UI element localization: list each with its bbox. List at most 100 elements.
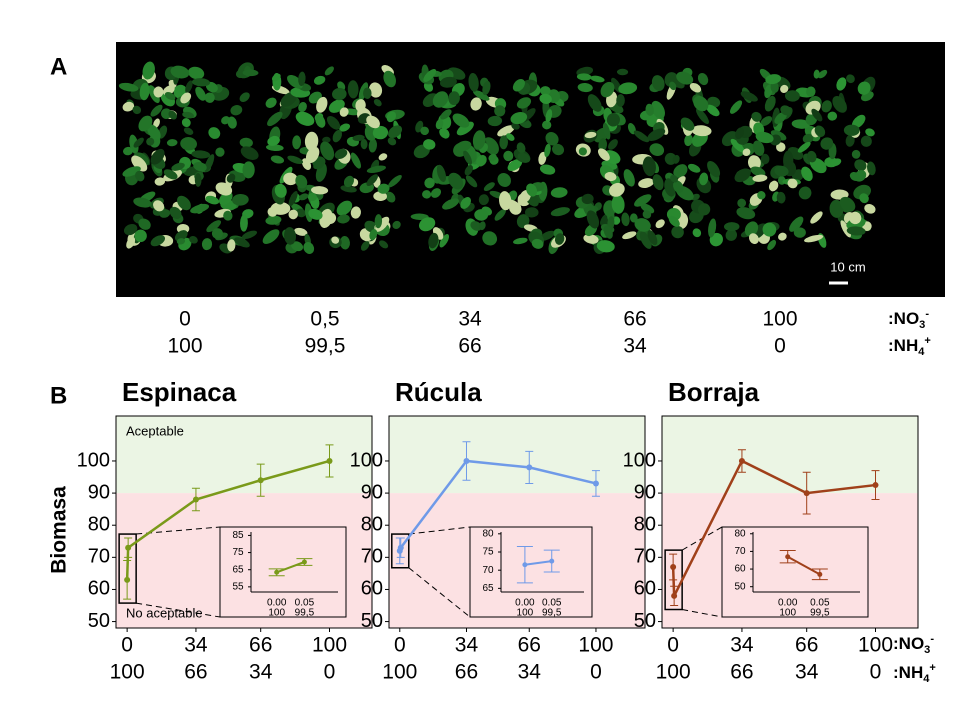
x-tick-label-nh4: 34: [518, 661, 542, 684]
inset-y-tick-label: 65: [482, 583, 494, 594]
point: [738, 457, 745, 464]
inset-y-tick-label: 80: [482, 528, 494, 539]
x-tick-label: 0: [394, 634, 406, 657]
acceptable-band: [389, 416, 645, 494]
ratio-row-label: :NO3-: [888, 308, 929, 331]
label-part: +: [929, 662, 935, 674]
inset-y-tick-label: 65: [232, 564, 244, 575]
label-part: 4: [918, 346, 925, 358]
inset-x-tick-label: 0.05: [810, 598, 830, 609]
nh4-ratio: 0: [774, 335, 786, 358]
inset-line: [524, 560, 552, 566]
scale-bar-label: 10 cm: [830, 259, 865, 274]
x-tick-label-nh4: 0: [590, 661, 602, 684]
inset-y-tick-label: 80: [734, 528, 746, 539]
label-part: :NO: [893, 634, 924, 653]
nh4-ratio: 66: [458, 335, 481, 358]
inset-x-tick-label: 0.00: [267, 598, 287, 609]
label-part: :NH: [888, 336, 918, 355]
point: [592, 480, 599, 487]
ratio-row-label: :NH4+: [893, 662, 936, 685]
inset-x-tick-label: 0.05: [542, 598, 562, 609]
inset-frame: [721, 526, 869, 618]
inset-line: [276, 561, 305, 574]
point: [872, 482, 879, 489]
x-tick-label: 100: [312, 634, 347, 657]
inset-point: [817, 571, 823, 577]
point: [326, 457, 333, 464]
zoom-connector: [682, 609, 723, 618]
plants: [118, 61, 876, 255]
x-tick-label: 0: [121, 634, 133, 657]
zoom-box: [391, 533, 410, 569]
x-tick-label: 34: [455, 634, 479, 657]
y-tick-label: 100: [77, 449, 110, 471]
y-tick-label: 100: [350, 449, 383, 471]
no3-ratio: 34: [458, 308, 482, 331]
y-tick-label: 70: [361, 546, 383, 568]
zoom-box: [118, 533, 137, 604]
panel-label: B: [50, 382, 67, 409]
point: [125, 544, 132, 551]
not-acceptable-band: [662, 493, 918, 628]
point: [463, 457, 470, 464]
inset-x-tick-label: 0.05: [295, 598, 315, 609]
point: [526, 464, 533, 471]
inset-y-tick-label: 85: [232, 530, 244, 541]
point: [803, 490, 810, 497]
label-part: 3: [919, 319, 925, 331]
inset-y-tick-label: 70: [482, 565, 494, 576]
y-tick-label: 80: [361, 513, 383, 535]
x-tick-label-nh4: 100: [382, 661, 417, 684]
plot-frame: [388, 415, 646, 629]
label-part: 4: [923, 673, 930, 685]
point: [257, 477, 264, 484]
y-tick-label: 50: [634, 610, 656, 632]
y-tick-label: 70: [634, 546, 656, 568]
inset-x-tick-label-nh4: 99,5: [295, 608, 315, 619]
x-tick-label-nh4: 66: [184, 661, 207, 684]
inset-x-tick-label-nh4: 99,5: [542, 608, 562, 619]
y-tick-label: 50: [88, 610, 110, 632]
panel-label: A: [50, 53, 67, 80]
plot-frame: [115, 415, 373, 629]
inset-x-tick-label-nh4: 100: [517, 608, 534, 619]
inset-y-tick-label: 75: [232, 547, 244, 558]
inset-y-tick-label: 70: [734, 546, 746, 557]
point: [671, 592, 678, 599]
nh4-ratio: 34: [623, 335, 647, 358]
y-tick-label: 90: [88, 481, 110, 503]
x-tick-label-nh4: 34: [795, 661, 819, 684]
inset-point: [785, 554, 791, 560]
label-part: -: [930, 633, 934, 645]
y-tick-label: 60: [88, 578, 110, 600]
inset-frame: [469, 526, 593, 618]
inset-y-tick-label: 60: [734, 564, 746, 575]
y-tick-label: 80: [634, 513, 656, 535]
chart-title: Rúcula: [395, 377, 482, 407]
inset-y-tick-label: 75: [482, 547, 494, 558]
y-tick-label: 90: [361, 481, 383, 503]
y-tick-label: 60: [634, 578, 656, 600]
label-part: :NH: [893, 663, 923, 682]
inset-x-tick-label: 0.00: [778, 598, 798, 609]
ratio-row-label: :NO3-: [893, 633, 934, 656]
x-tick-label-nh4: 0: [870, 661, 882, 684]
label-part: :NO: [888, 309, 919, 328]
inset-point: [274, 569, 280, 575]
zoom-connector: [408, 526, 471, 535]
x-tick-label-nh4: 100: [656, 661, 691, 684]
inset-x-tick-label-nh4: 100: [779, 608, 796, 619]
no3-ratio: 0: [179, 308, 191, 331]
no3-ratio: 66: [623, 308, 646, 331]
inset-x-tick-label-nh4: 100: [268, 608, 285, 619]
y-tick-label: 80: [88, 513, 110, 535]
x-tick-label: 100: [578, 634, 613, 657]
inset-x-tick-label-nh4: 99,5: [810, 608, 830, 619]
ratio-row-label: :NH4+: [888, 335, 931, 358]
chart-title: Espinaca: [122, 377, 237, 407]
x-tick-label-nh4: 66: [730, 661, 753, 684]
x-tick-label-nh4: 100: [110, 661, 145, 684]
inset-line: [787, 555, 821, 576]
inset-y-tick-label: 50: [734, 581, 746, 592]
